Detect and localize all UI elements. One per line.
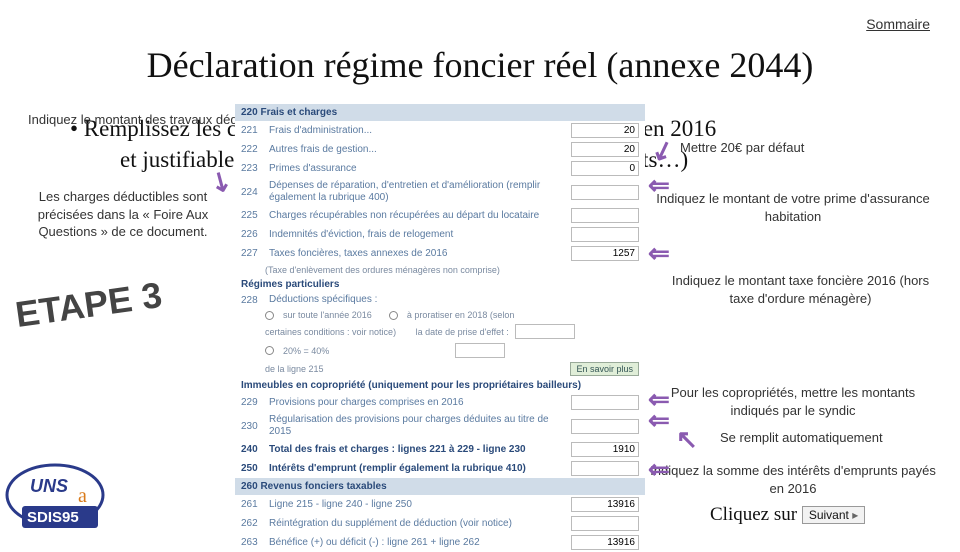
radio-icon[interactable]: [265, 311, 274, 320]
input-262[interactable]: [571, 516, 639, 531]
arrow-icon: ⇐: [648, 454, 670, 485]
row-222: 222Autres frais de gestion...: [235, 140, 645, 159]
row-228: 228Déductions spécifiques :: [235, 292, 645, 308]
input-228-date[interactable]: [515, 324, 575, 339]
arrow-icon: ⇐: [648, 170, 670, 201]
arrow-icon: ⇐: [648, 405, 670, 436]
etape-badge: ETAPE 3: [13, 274, 165, 336]
hint-20eur: Mettre 20€ par défaut: [680, 140, 804, 155]
row-250: 250Intérêts d'emprunt (remplir également…: [235, 459, 645, 478]
input-227[interactable]: [571, 246, 639, 261]
input-229[interactable]: [571, 395, 639, 410]
hint-taxe: Indiquez le montant taxe foncière 2016 (…: [658, 272, 943, 307]
input-261: [571, 497, 639, 512]
input-221[interactable]: [571, 123, 639, 138]
arrow-icon: ↖: [676, 424, 698, 455]
row-226: 226Indemnités d'éviction, frais de relog…: [235, 225, 645, 244]
input-226[interactable]: [571, 227, 639, 242]
input-224[interactable]: [571, 185, 639, 200]
hint-copro: Pour les copropriétés, mettre les montan…: [648, 384, 938, 419]
row-230: 230Régularisation des provisions pour ch…: [235, 412, 645, 440]
input-223[interactable]: [571, 161, 639, 176]
input-263: [571, 535, 639, 550]
row-223: 223Primes d'assurance: [235, 159, 645, 178]
en-savoir-button[interactable]: En savoir plus: [570, 362, 639, 376]
input-225[interactable]: [571, 208, 639, 223]
row-262: 262Réintégration du supplément de déduct…: [235, 514, 645, 533]
row-225: 225Charges récupérables non récupérées a…: [235, 206, 645, 225]
section-copro: Immeubles en copropriété (uniquement pou…: [235, 378, 645, 393]
row-227-sub: (Taxe d'enlèvement des ordures ménagères…: [235, 263, 645, 277]
row-240: 240Total des frais et charges : lignes 2…: [235, 440, 645, 459]
radio-icon[interactable]: [389, 311, 398, 320]
click-next-text: Cliquez sur Suivant: [710, 504, 865, 526]
hint-auto: Se remplit automatiquement: [720, 430, 883, 445]
input-230[interactable]: [571, 419, 639, 434]
svg-text:SDIS95: SDIS95: [27, 509, 79, 526]
row-228-215: de la ligne 215En savoir plus: [235, 360, 645, 378]
tax-form-panel: 220 Frais et charges 221Frais d'administ…: [235, 104, 645, 552]
sommaire-link[interactable]: Sommaire: [866, 16, 930, 32]
svg-text:a: a: [78, 485, 87, 507]
row-228-sub1: certaines conditions : voir notice) la d…: [235, 322, 645, 341]
row-221: 221Frais d'administration...: [235, 121, 645, 140]
input-222[interactable]: [571, 142, 639, 157]
row-228-pct: 20% = 40%: [235, 341, 645, 360]
hint-faq: Les charges déductibles sont précisées d…: [23, 188, 223, 241]
input-250[interactable]: [571, 461, 639, 476]
arrow-icon: ⇐: [648, 238, 670, 269]
row-227: 227Taxes foncières, taxes annexes de 201…: [235, 244, 645, 263]
hint-assurance: Indiquez le montant de votre prime d'ass…: [648, 190, 938, 225]
row-263: 263Bénéfice (+) ou déficit (-) : ligne 2…: [235, 533, 645, 552]
section-regimes: Régimes particuliers: [235, 277, 645, 292]
section-220: 220 Frais et charges: [235, 104, 645, 121]
svg-text:UNS: UNS: [30, 476, 68, 496]
row-229: 229Provisions pour charges comprises en …: [235, 393, 645, 412]
page-title: Déclaration régime foncier réel (annexe …: [0, 44, 960, 86]
unsa-sdis95-logo: UNS a SDIS95: [0, 450, 160, 540]
suivant-button[interactable]: Suivant: [802, 506, 865, 524]
row-228-opt: sur toute l'année 2016 à proratiser en 2…: [235, 308, 645, 322]
radio-icon[interactable]: [265, 346, 274, 355]
input-240: [571, 442, 639, 457]
row-261: 261Ligne 215 - ligne 240 - ligne 250: [235, 495, 645, 514]
input-228[interactable]: [455, 343, 505, 358]
hint-emprunt: Indiquez la somme des intérêts d'emprunt…: [648, 462, 938, 497]
row-224: 224Dépenses de réparation, d'entretien e…: [235, 178, 645, 206]
section-260: 260 Revenus fonciers taxables: [235, 478, 645, 495]
